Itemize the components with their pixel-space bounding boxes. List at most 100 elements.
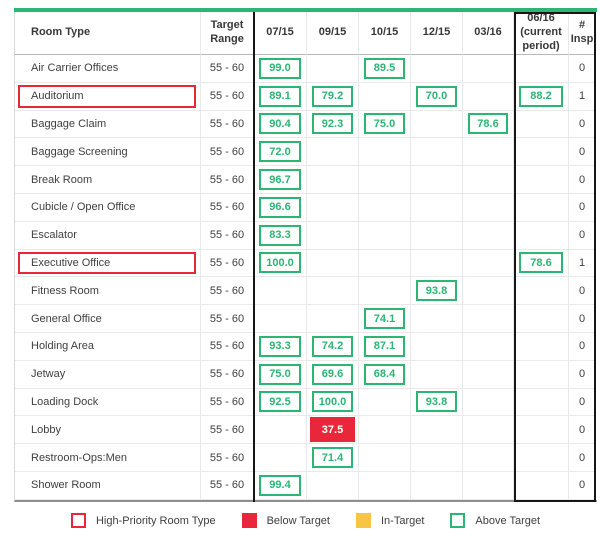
reading-cell-03-16 bbox=[463, 388, 514, 417]
legend: High-Priority Room Type Below Target In-Ta… bbox=[14, 513, 597, 528]
inspection-count-cell: 0 bbox=[569, 166, 596, 194]
reading-cell-06-16-current-period bbox=[514, 138, 569, 167]
table-top-accent-bar bbox=[14, 8, 597, 12]
reading-cell-09-15 bbox=[307, 221, 359, 250]
legend-label: In-Target bbox=[380, 514, 425, 527]
reading-cell-06-16-current-period bbox=[514, 110, 569, 139]
target-range-cell: 55 - 60 bbox=[201, 360, 254, 389]
reading-cell-12-15 bbox=[411, 332, 463, 361]
reading-cell-07-15: 99.0 bbox=[254, 55, 307, 83]
reading-cell-09-15 bbox=[307, 305, 359, 333]
target-range-cell: 55 - 60 bbox=[201, 444, 254, 472]
reading-cell-12-15 bbox=[411, 193, 463, 222]
reading-cell-10-15 bbox=[359, 416, 411, 445]
reading-value[interactable]: 71.4 bbox=[312, 447, 353, 469]
reading-value[interactable]: 79.2 bbox=[312, 85, 353, 107]
reading-cell-09-15 bbox=[307, 249, 359, 278]
reading-value[interactable]: 37.5 bbox=[310, 417, 355, 443]
inspection-count-cell: 0 bbox=[569, 305, 596, 333]
reading-cell-12-15 bbox=[411, 249, 463, 278]
reading-cell-09-15 bbox=[307, 471, 359, 500]
reading-value[interactable]: 75.0 bbox=[364, 113, 405, 135]
target-range-cell: 55 - 60 bbox=[201, 55, 254, 83]
reading-cell-06-16-current-period bbox=[514, 277, 569, 306]
room-name-cell: Lobby bbox=[15, 416, 201, 445]
reading-cell-03-16 bbox=[463, 332, 514, 361]
room-name-label: Air Carrier Offices bbox=[31, 62, 119, 75]
reading-value[interactable]: 99.0 bbox=[259, 57, 301, 79]
reading-cell-07-15: 75.0 bbox=[254, 360, 307, 389]
reading-value[interactable]: 74.1 bbox=[364, 308, 405, 330]
reading-cell-10-15: 89.5 bbox=[359, 55, 411, 83]
reading-value[interactable]: 88.2 bbox=[519, 85, 563, 107]
column-header-target-range: Target Range bbox=[201, 12, 254, 55]
reading-cell-06-16-current-period bbox=[514, 471, 569, 500]
reading-value[interactable]: 75.0 bbox=[259, 363, 301, 385]
inspection-count-cell: 0 bbox=[569, 221, 596, 250]
reading-value[interactable]: 96.7 bbox=[259, 169, 301, 191]
reading-cell-06-16-current-period bbox=[514, 416, 569, 445]
room-name-cell: General Office bbox=[15, 305, 201, 333]
reading-value[interactable]: 83.3 bbox=[259, 224, 301, 246]
legend-item-above-target: Above Target bbox=[450, 513, 540, 528]
target-range-cell: 55 - 60 bbox=[201, 193, 254, 222]
reading-value[interactable]: 96.6 bbox=[259, 196, 301, 218]
reading-value[interactable]: 90.4 bbox=[259, 113, 301, 135]
reading-cell-06-16-current-period bbox=[514, 193, 569, 222]
reading-cell-10-15 bbox=[359, 444, 411, 472]
reading-cell-12-15 bbox=[411, 416, 463, 445]
reading-value[interactable]: 87.1 bbox=[364, 335, 405, 357]
inspection-count-cell: 1 bbox=[569, 249, 596, 278]
inspection-count-cell: 0 bbox=[569, 388, 596, 417]
room-name-cell: Restroom-Ops:Men bbox=[15, 444, 201, 472]
target-range-cell: 55 - 60 bbox=[201, 471, 254, 500]
reading-cell-03-16: 78.6 bbox=[463, 110, 514, 139]
room-name-cell: Escalator bbox=[15, 221, 201, 250]
target-range-cell: 55 - 60 bbox=[201, 82, 254, 111]
reading-value[interactable]: 100.0 bbox=[312, 391, 353, 413]
room-name-label: Lobby bbox=[31, 423, 61, 436]
reading-cell-10-15 bbox=[359, 221, 411, 250]
reading-cell-10-15 bbox=[359, 82, 411, 111]
reading-value[interactable]: 93.8 bbox=[416, 280, 457, 302]
reading-value[interactable]: 100.0 bbox=[259, 252, 301, 274]
reading-value[interactable]: 70.0 bbox=[416, 85, 457, 107]
reading-value[interactable]: 92.3 bbox=[312, 113, 353, 135]
target-range-cell: 55 - 60 bbox=[201, 110, 254, 139]
reading-value[interactable]: 69.6 bbox=[312, 363, 353, 385]
reading-cell-07-15: 93.3 bbox=[254, 332, 307, 361]
reading-cell-12-15 bbox=[411, 360, 463, 389]
reading-value[interactable]: 89.5 bbox=[364, 57, 405, 79]
reading-cell-06-16-current-period: 78.6 bbox=[514, 249, 569, 278]
reading-value[interactable]: 99.4 bbox=[259, 474, 301, 496]
reading-value[interactable]: 78.6 bbox=[519, 252, 563, 274]
reading-cell-06-16-current-period: 88.2 bbox=[514, 82, 569, 111]
room-name-label: Baggage Screening bbox=[31, 145, 128, 158]
reading-value[interactable]: 72.0 bbox=[259, 141, 301, 163]
reading-value[interactable]: 93.3 bbox=[259, 335, 301, 357]
room-name-cell: Break Room bbox=[15, 166, 201, 194]
reading-value[interactable]: 74.2 bbox=[312, 335, 353, 357]
reading-cell-10-15 bbox=[359, 193, 411, 222]
column-header-06-16-current-period: 06/16 (current period) bbox=[514, 12, 569, 55]
reading-value[interactable]: 89.1 bbox=[259, 85, 301, 107]
reading-cell-06-16-current-period bbox=[514, 444, 569, 472]
reading-cell-06-16-current-period bbox=[514, 55, 569, 83]
reading-cell-09-15: 79.2 bbox=[307, 82, 359, 111]
reading-value[interactable]: 68.4 bbox=[364, 363, 405, 385]
reading-cell-10-15 bbox=[359, 249, 411, 278]
room-name-label: Jetway bbox=[31, 368, 66, 381]
reading-cell-12-15: 70.0 bbox=[411, 82, 463, 111]
reading-value[interactable]: 93.8 bbox=[416, 391, 457, 413]
target-range-cell: 55 - 60 bbox=[201, 166, 254, 194]
outline-green-swatch-icon bbox=[450, 513, 466, 528]
reading-cell-03-16 bbox=[463, 360, 514, 389]
column-header-07-15: 07/15 bbox=[254, 12, 307, 55]
reading-cell-03-16 bbox=[463, 193, 514, 222]
legend-item-in-target: In-Target bbox=[355, 513, 425, 528]
target-range-cell: 55 - 60 bbox=[201, 332, 254, 361]
reading-cell-12-15 bbox=[411, 471, 463, 500]
reading-value[interactable]: 78.6 bbox=[468, 113, 508, 135]
inspection-count-cell: 0 bbox=[569, 138, 596, 167]
reading-value[interactable]: 92.5 bbox=[259, 391, 301, 413]
